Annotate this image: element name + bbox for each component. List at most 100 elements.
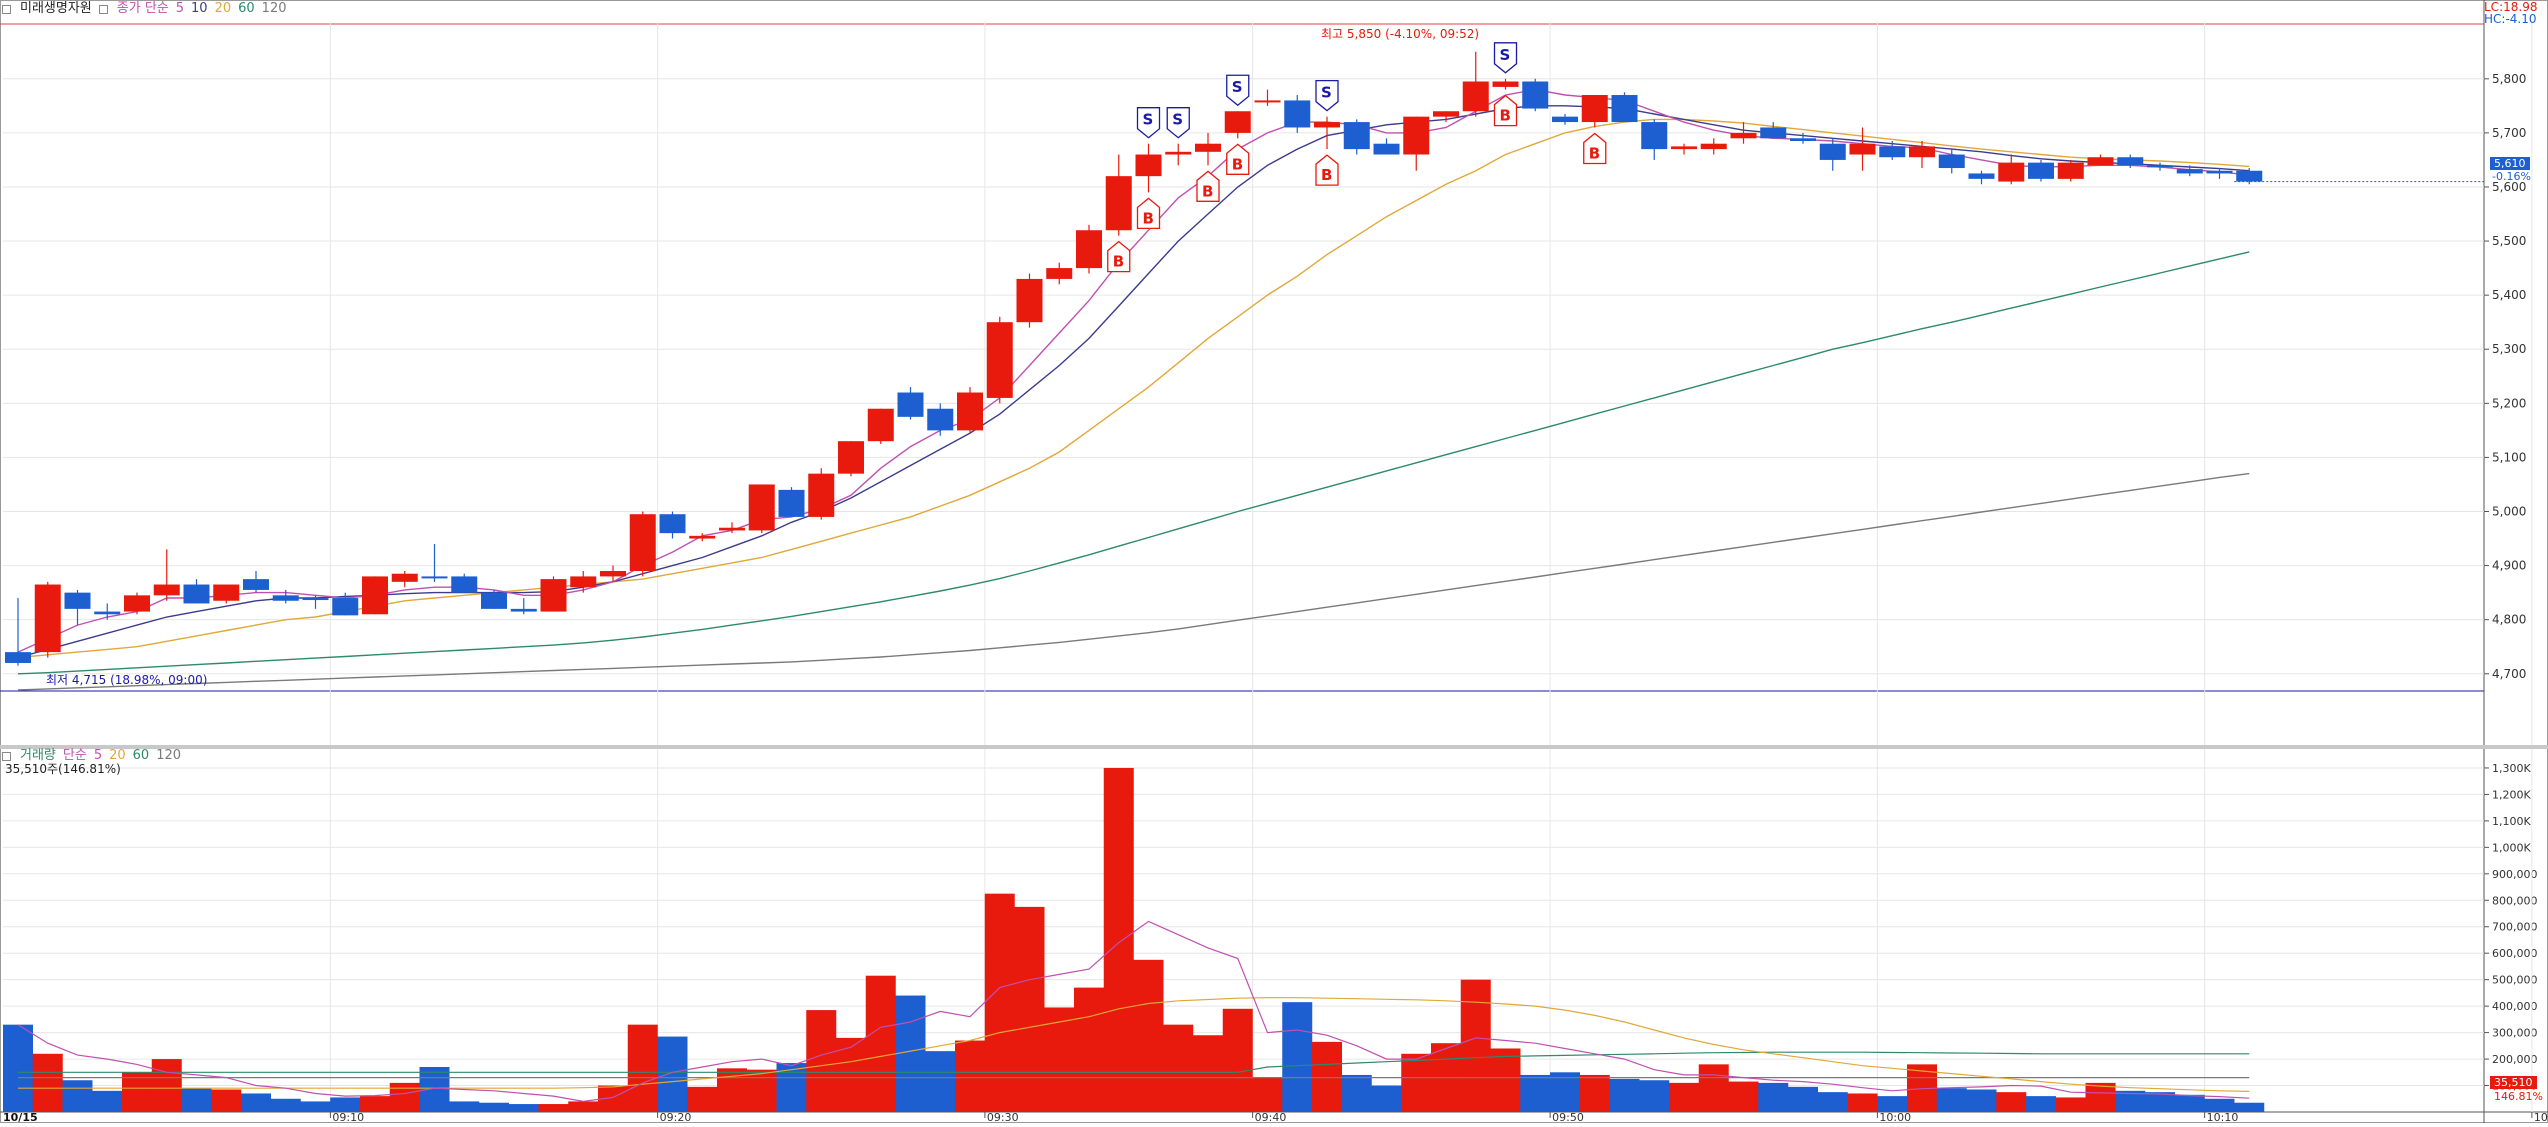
volume-bar[interactable]: [330, 1097, 361, 1112]
volume-bar[interactable]: [3, 1024, 33, 1112]
candle-body[interactable]: [1938, 154, 1965, 169]
candle-body[interactable]: [1403, 116, 1430, 155]
volume-bar[interactable]: [300, 1101, 331, 1112]
candle-body[interactable]: [2087, 157, 2114, 166]
volume-bar[interactable]: [32, 1053, 63, 1112]
candle-body[interactable]: [1641, 122, 1668, 150]
candle-body[interactable]: [1819, 143, 1846, 160]
buy-signal-marker[interactable]: [1136, 197, 1161, 230]
candle-body[interactable]: [1135, 154, 1162, 177]
candle-body[interactable]: [1968, 173, 1995, 179]
volume-bar[interactable]: [1520, 1074, 1551, 1112]
candle-body[interactable]: [1909, 146, 1935, 158]
candle-body[interactable]: [34, 584, 61, 653]
candle-body[interactable]: [1314, 122, 1340, 128]
candle-body[interactable]: [957, 392, 983, 431]
volume-bar[interactable]: [92, 1090, 123, 1112]
candle-body[interactable]: [867, 408, 894, 442]
volume-bar[interactable]: [389, 1082, 420, 1112]
candle-body[interactable]: [1076, 230, 1102, 269]
volume-bar[interactable]: [241, 1093, 271, 1112]
volume-bar[interactable]: [925, 1051, 956, 1112]
candle-body[interactable]: [838, 441, 864, 474]
volume-bar[interactable]: [1103, 767, 1134, 1112]
volume-bar[interactable]: [1669, 1082, 1699, 1112]
sell-signal-marker[interactable]: [1166, 107, 1190, 139]
candle-body[interactable]: [1671, 146, 1697, 150]
candle-body[interactable]: [1492, 81, 1519, 87]
candle-body[interactable]: [570, 576, 597, 588]
candle-body[interactable]: [629, 514, 656, 572]
candle-body[interactable]: [94, 611, 121, 615]
candle-body[interactable]: [1046, 268, 1073, 279]
candle-body[interactable]: [2236, 170, 2263, 182]
volume-bar[interactable]: [1996, 1092, 2027, 1112]
volume-bar[interactable]: [955, 1040, 985, 1112]
volume-bar[interactable]: [1074, 987, 1104, 1112]
volume-bar[interactable]: [181, 1088, 212, 1112]
candle-body[interactable]: [1998, 162, 2025, 182]
candle-body[interactable]: [2176, 169, 2203, 174]
volume-bar[interactable]: [2234, 1102, 2265, 1112]
pane-divider[interactable]: [0, 745, 2548, 749]
volume-bar[interactable]: [2204, 1098, 2235, 1112]
candle-body[interactable]: [719, 527, 745, 531]
volume-bar[interactable]: [2055, 1097, 2086, 1112]
candle-body[interactable]: [1284, 100, 1311, 128]
candle-body[interactable]: [1105, 176, 1132, 231]
candle-body[interactable]: [1343, 122, 1370, 150]
volume-bar[interactable]: [1490, 1048, 1521, 1112]
volume-bar[interactable]: [806, 1010, 837, 1112]
volume-bar[interactable]: [270, 1098, 301, 1112]
candle-body[interactable]: [391, 573, 418, 582]
volume-bar[interactable]: [1698, 1064, 1729, 1112]
volume-bar[interactable]: [1966, 1089, 1997, 1112]
volume-bar[interactable]: [211, 1089, 242, 1112]
volume-bar[interactable]: [2085, 1082, 2116, 1112]
legend-toggle-icon[interactable]: [2, 751, 11, 761]
candle-body[interactable]: [451, 576, 478, 593]
candle-body[interactable]: [153, 584, 180, 596]
volume-bar[interactable]: [151, 1059, 182, 1112]
volume-bar[interactable]: [1877, 1096, 1908, 1112]
candle-body[interactable]: [600, 571, 626, 577]
candle-body[interactable]: [64, 592, 91, 609]
candle-body[interactable]: [332, 598, 359, 616]
volume-bar[interactable]: [865, 975, 896, 1112]
volume-bar[interactable]: [1609, 1078, 1640, 1112]
volume-bar[interactable]: [568, 1101, 599, 1112]
volume-bar[interactable]: [1728, 1081, 1759, 1112]
volume-bar[interactable]: [449, 1101, 480, 1112]
sell-signal-marker[interactable]: [1226, 74, 1250, 107]
volume-bar[interactable]: [62, 1080, 93, 1112]
candle-body[interactable]: [778, 489, 805, 517]
candle-body[interactable]: [2206, 170, 2233, 174]
volume-bar[interactable]: [2026, 1096, 2056, 1112]
buy-signal-marker[interactable]: [1107, 240, 1131, 273]
sell-signal-marker[interactable]: [1315, 80, 1339, 112]
volume-bar[interactable]: [2145, 1092, 2175, 1112]
candle-body[interactable]: [1552, 116, 1578, 123]
candle-body[interactable]: [1522, 81, 1549, 109]
volume-bar[interactable]: [1758, 1082, 1789, 1112]
volume-bar[interactable]: [360, 1096, 390, 1112]
candle-body[interactable]: [897, 392, 924, 417]
candle-body[interactable]: [808, 473, 835, 517]
candle-body[interactable]: [1790, 138, 1816, 141]
candle-body[interactable]: [213, 584, 240, 601]
volume-bar[interactable]: [984, 893, 1015, 1112]
volume-bar[interactable]: [1044, 1007, 1075, 1112]
volume-bar[interactable]: [1193, 1035, 1223, 1112]
candle-body[interactable]: [1730, 132, 1757, 139]
volume-bar[interactable]: [1936, 1088, 1967, 1112]
candle-body[interactable]: [1165, 151, 1192, 155]
candle-body[interactable]: [1433, 111, 1459, 117]
candle-body[interactable]: [481, 592, 507, 609]
candle-body[interactable]: [5, 652, 31, 663]
candle-body[interactable]: [1195, 143, 1221, 152]
volume-bar[interactable]: [1639, 1080, 1670, 1112]
volume-bar[interactable]: [1163, 1024, 1194, 1112]
candle-body[interactable]: [748, 484, 775, 531]
volume-bar[interactable]: [1341, 1074, 1372, 1112]
buy-signal-marker[interactable]: [1196, 170, 1220, 202]
